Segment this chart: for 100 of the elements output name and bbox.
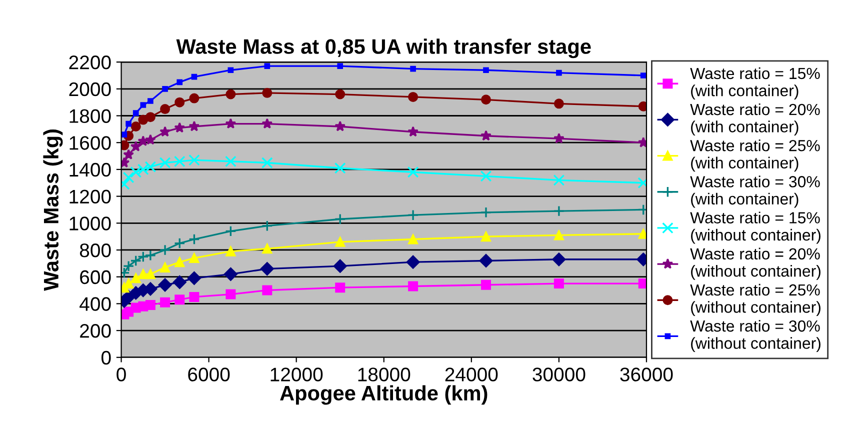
point [335,89,346,100]
point [261,157,273,168]
point [480,206,492,218]
point [262,244,272,254]
point [261,220,273,232]
point [191,74,198,80]
x-tick-label: 12000 [270,368,323,382]
point [159,244,171,256]
point [174,122,186,133]
point [174,238,186,249]
point [126,120,132,127]
point [226,89,236,100]
point [335,282,346,293]
point [138,269,148,280]
point [553,174,565,186]
point [480,280,491,290]
point [408,126,419,137]
point [189,292,200,302]
point [188,154,200,166]
point [187,271,201,285]
point [480,130,492,141]
legend-label: Waste ratio = 15% (with container) [690,67,820,100]
point [554,98,564,109]
point [160,104,170,114]
point [144,250,156,262]
point [480,170,492,182]
point [140,102,146,108]
point [224,267,238,281]
point [334,162,346,174]
x-tick-label: 36000 [620,368,673,382]
point [224,226,236,237]
point [483,67,489,74]
point [224,156,236,168]
point [552,252,566,266]
point [159,157,171,168]
point [148,98,154,104]
y-tick-label: 600 [80,270,111,284]
y-tick-label: 1400 [70,162,111,177]
legend-label: Waste ratio = 20% (with container) [690,103,820,136]
point [480,232,491,242]
y-tick-label: 2200 [69,56,111,70]
point [262,285,272,296]
point [123,148,134,160]
point [189,253,200,264]
point [145,112,156,122]
point [158,278,172,292]
x-tick-label: 24000 [445,368,498,382]
point [556,70,562,76]
x-tick-label: 30000 [532,368,586,382]
x-tick-label: 6000 [188,368,230,382]
point [144,134,156,145]
point [407,209,419,221]
x-tick-label: 0 [116,368,126,382]
point [640,72,646,78]
point [160,126,170,137]
point [124,278,134,289]
point [334,120,346,132]
y-tick-label: 1800 [70,109,111,123]
point [337,63,344,70]
legend-label: Waste ratio = 20% (without container) [690,248,820,280]
point [174,294,185,305]
point [160,297,170,308]
point [130,273,141,284]
point [188,120,200,132]
point [130,121,141,132]
y-axis-title: Waste Mass (kg) [43,130,63,291]
point [408,234,418,244]
y-tick-label: 200 [80,324,111,338]
y-tick-label: 1000 [70,216,111,230]
point [138,136,149,146]
point [335,236,346,247]
point [554,230,564,240]
point [553,205,565,217]
y-tick-label: 800 [80,243,111,258]
point [406,255,420,269]
point [132,110,139,116]
point [145,300,156,310]
point [188,234,200,245]
y-tick-label: 0 [101,350,111,365]
x-tick-label: 18000 [358,368,410,382]
point [553,132,564,144]
point [225,118,236,129]
x-axis-title: Apogee Altitude (km) [280,385,488,405]
point [160,262,170,272]
point [479,254,493,268]
point [121,132,128,138]
chart-title: Waste Mass at 0,85 UA with transfer stage [176,38,591,58]
point [130,140,142,152]
point [174,257,185,268]
point [145,269,156,280]
point [260,262,274,276]
point [162,86,168,92]
point [174,156,186,168]
legend-label: Waste ratio = 30% (with container) [690,176,820,208]
point [228,67,234,74]
y-tick-label: 1200 [70,190,111,204]
point [554,278,564,289]
y-tick-label: 400 [80,297,111,311]
point [189,93,200,104]
legend-label: Waste ratio = 15% (without container) [690,212,820,244]
